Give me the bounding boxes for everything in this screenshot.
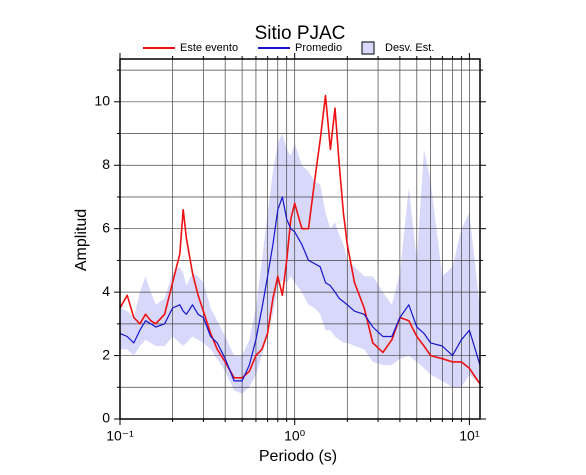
- std-band: [120, 133, 480, 394]
- y-tick-label: 2: [102, 346, 110, 362]
- plot-frame: [119, 58, 481, 420]
- legend-swatch: [361, 41, 375, 55]
- x-tick-label: 10⁰: [284, 428, 306, 444]
- x-tick-label: 10⁻¹: [106, 428, 134, 444]
- y-tick-label: 4: [102, 283, 110, 299]
- legend-label: Desv. Est.: [385, 42, 434, 54]
- chart-title: Sitio PJAC: [255, 23, 346, 44]
- x-axis-label: Periodo (s): [259, 448, 337, 465]
- legend-label: Este evento: [180, 42, 238, 54]
- legend-label: Promedio: [295, 42, 342, 54]
- y-axis-label: Amplitud: [73, 209, 90, 271]
- series-line: [119, 196, 481, 382]
- y-tick-label: 0: [102, 410, 110, 426]
- y-tick-label: 6: [102, 219, 110, 235]
- x-tick-label: 10¹: [459, 428, 480, 444]
- y-tick-label: 10: [94, 93, 110, 109]
- y-tick-label: 8: [102, 156, 110, 172]
